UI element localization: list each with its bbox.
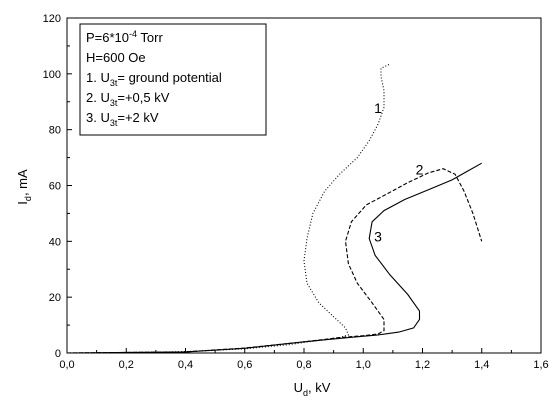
legend-box (79, 23, 267, 136)
y-tick-label: 120 (43, 13, 61, 25)
x-tick-label: 0,4 (178, 359, 193, 371)
curve-group: 1 2 3 (66, 63, 483, 354)
series-3-line (66, 162, 482, 354)
x-tick-label: 0,6 (237, 359, 252, 371)
x-tick-label: 0,2 (119, 359, 134, 371)
x-axis-title: Ud, kV (294, 380, 331, 398)
series-1-label: 1 (374, 100, 382, 116)
x-tick-label: 0,0 (59, 359, 74, 371)
series-3-label: 3 (374, 228, 382, 244)
series-2-line (66, 168, 483, 354)
x-axis-title-sub: d (303, 388, 308, 398)
x-tick-label: 1,6 (533, 359, 548, 371)
legend-series-1: 1. U3t= ground potential (86, 70, 222, 88)
y-tick-label: 40 (49, 236, 61, 248)
x-tick-label: 1,4 (474, 359, 489, 371)
x-axis-title-unit: , kV (308, 380, 331, 395)
x-tick-label: 1,2 (415, 359, 430, 371)
y-axis-title-unit: , mA (15, 169, 30, 196)
x-axis-title-main: U (294, 380, 303, 395)
y-tick-label: 80 (49, 125, 61, 137)
y-tick-label: 100 (43, 69, 61, 81)
x-tick-label: 1,0 (356, 359, 371, 371)
y-axis-title: Id, mA (15, 169, 33, 205)
series-1-line (66, 63, 391, 354)
legend-series-2: 2. U3t=+0,5 kV (86, 90, 170, 108)
tick-group: 0,0 0,2 0,4 0,6 0,8 1,0 1,2 1,4 1,6 0 20 40 60 80 100 1… (43, 13, 549, 371)
y-tick-label: 0 (55, 348, 61, 360)
legend-field: H=600 Oe (86, 50, 146, 65)
y-axis-title-sub: d (23, 196, 33, 201)
legend-series-3: 3. U3t=+2 kV (86, 110, 159, 128)
y-axis-title-main: I (15, 201, 30, 205)
y-tick-label: 60 (49, 181, 61, 193)
series-2-label: 2 (416, 161, 424, 177)
x-tick-label: 0,8 (296, 359, 311, 371)
legend-pressure: P=6*10-4 Torr (86, 29, 163, 45)
y-tick-label: 20 (49, 292, 61, 304)
legend: P=6*10-4 Torr H=600 Oe 1. U3t= ground po… (79, 23, 267, 136)
